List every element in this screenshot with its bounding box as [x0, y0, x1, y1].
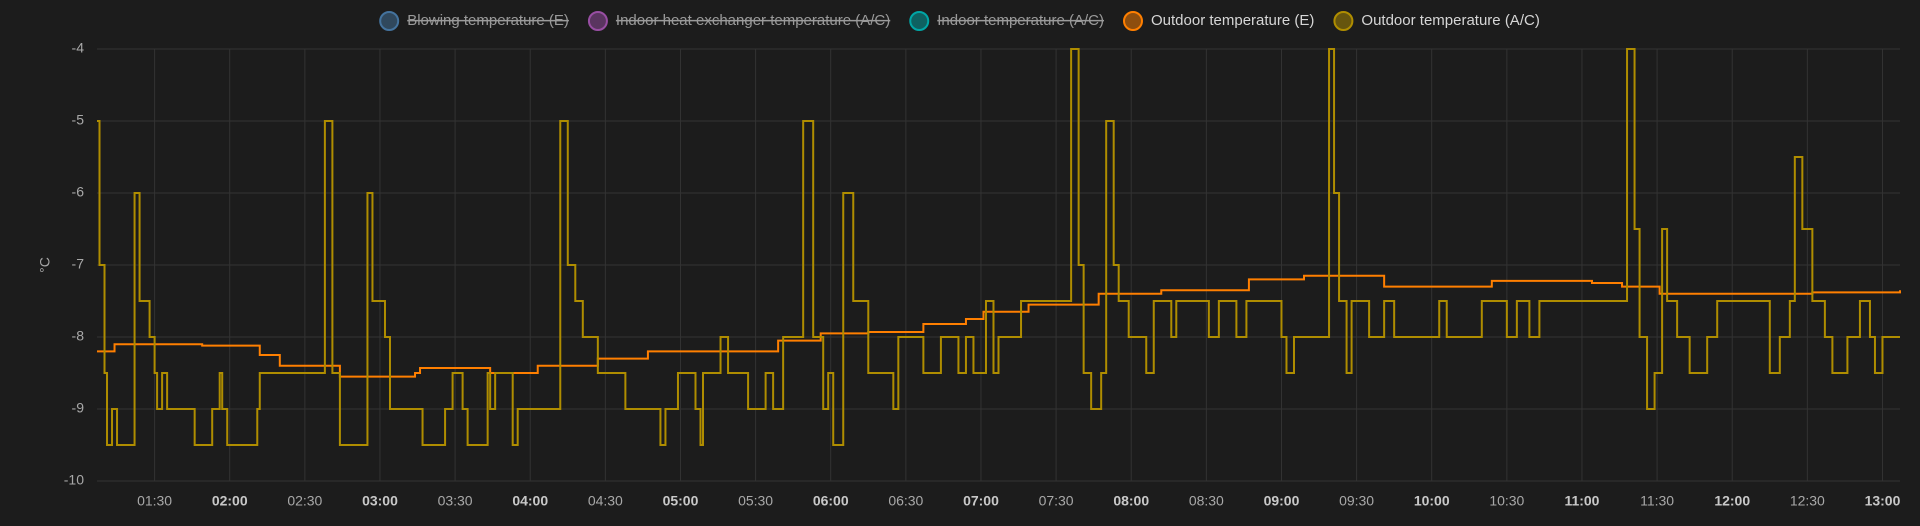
y-tick-label: -5	[72, 112, 85, 128]
legend-swatch	[909, 11, 930, 31]
y-axis-label: °C	[37, 257, 53, 273]
x-tick-label: 09:00	[1264, 493, 1300, 509]
x-tick-label: 05:30	[738, 493, 773, 509]
x-tick-label: 07:00	[963, 493, 999, 509]
x-tick-label: 10:30	[1489, 493, 1524, 509]
x-tick-label: 11:30	[1640, 493, 1674, 509]
grid: -10 -9 -8 -7 -6 -5 -4 01:30 02:00 02:30 03:00 03:30…	[64, 40, 1901, 509]
x-tick-label: 01:30	[137, 493, 172, 509]
legend-item[interactable]: Indoor heat exchanger temperature (A/C)	[587, 11, 890, 31]
legend-label: Outdoor temperature (E)	[1151, 12, 1314, 29]
x-tick-label: 10:00	[1414, 493, 1450, 509]
x-tick-label: 04:30	[588, 493, 623, 509]
legend-swatch	[379, 11, 400, 31]
legend-label: Blowing temperature (E)	[407, 12, 569, 29]
y-tick-label: -7	[72, 256, 85, 272]
legend: Blowing temperature (E) Indoor heat excha…	[379, 11, 1540, 31]
legend-item[interactable]: Outdoor temperature (E)	[1123, 11, 1314, 31]
x-tick-label: 02:30	[287, 493, 322, 509]
x-tick-label: 07:30	[1039, 493, 1074, 509]
legend-label: Outdoor temperature (A/C)	[1361, 12, 1539, 29]
legend-item[interactable]: Indoor temperature (A/C)	[909, 11, 1104, 31]
legend-item[interactable]: Outdoor temperature (A/C)	[1333, 11, 1540, 31]
y-tick-label: -6	[72, 184, 85, 200]
x-tick-label: 03:30	[438, 493, 473, 509]
x-tick-label: 12:30	[1790, 493, 1825, 509]
x-tick-label: 03:00	[362, 493, 398, 509]
y-tick-label: -10	[64, 472, 84, 488]
x-tick-label: 04:00	[512, 493, 548, 509]
legend-swatch	[1333, 11, 1354, 31]
x-tick-label: 12:00	[1714, 493, 1750, 509]
series-line	[97, 48, 1900, 446]
x-tick-label: 02:00	[212, 493, 248, 509]
x-tick-label: 08:30	[1189, 493, 1224, 509]
x-tick-label: 08:00	[1113, 493, 1149, 509]
y-tick-label: -8	[72, 328, 85, 344]
legend-swatch	[1123, 11, 1143, 31]
y-tick-label: -9	[72, 400, 85, 416]
lines	[97, 48, 1901, 446]
x-tick-label: 13:00	[1865, 493, 1901, 509]
legend-swatch	[587, 11, 608, 31]
x-tick-label: 06:30	[888, 493, 923, 509]
x-tick-label: 06:00	[813, 493, 849, 509]
x-tick-label: 05:00	[663, 493, 699, 509]
legend-label: Indoor temperature (A/C)	[937, 12, 1104, 29]
x-tick-label: 11:00	[1564, 493, 1599, 509]
legend-label: Indoor heat exchanger temperature (A/C)	[616, 12, 890, 29]
y-tick-label: -4	[72, 40, 85, 56]
x-tick-label: 09:30	[1339, 493, 1374, 509]
legend-item[interactable]: Blowing temperature (E)	[379, 11, 569, 31]
